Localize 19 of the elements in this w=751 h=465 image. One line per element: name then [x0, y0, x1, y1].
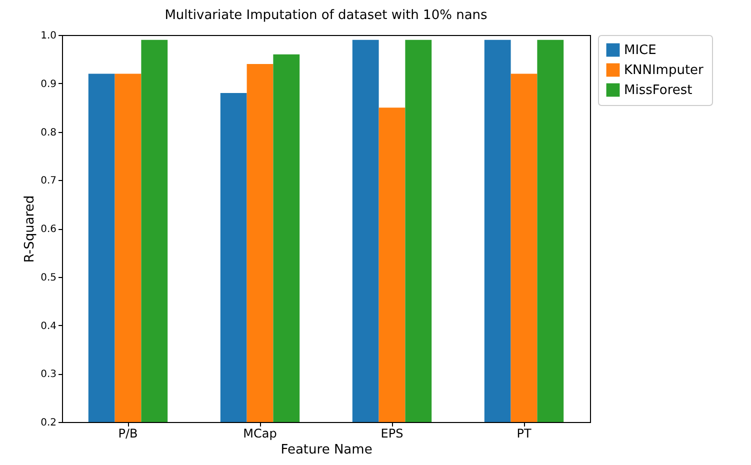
legend-label: KNNImputer [624, 63, 704, 78]
y-tick-label: 0.9 [40, 78, 56, 90]
y-tick-label: 0.2 [40, 418, 56, 428]
y-tick-label: 1.0 [40, 30, 56, 42]
chart-title: Multivariate Imputation of dataset with 10% nans [164, 8, 488, 23]
x-axis-title: Feature Name [280, 442, 372, 458]
legend-label: MissForest [624, 83, 692, 98]
y-tick-label: 0.4 [40, 320, 56, 332]
y-tick-label: 0.8 [40, 127, 56, 138]
x-tick-label: MCap [243, 426, 277, 440]
y-tick-label: 0.6 [40, 224, 56, 235]
y-tick-label: 0.3 [40, 369, 56, 380]
y-tick-label: 0.7 [40, 176, 56, 187]
y-tick-label: 0.5 [40, 272, 56, 284]
x-tick-label: PT [516, 426, 532, 440]
y-axis-title: R-Squared [22, 195, 38, 263]
x-tick-label: EPS [380, 426, 404, 440]
legend-label: MICE [624, 43, 656, 58]
x-tick-label: P/B [118, 426, 138, 440]
